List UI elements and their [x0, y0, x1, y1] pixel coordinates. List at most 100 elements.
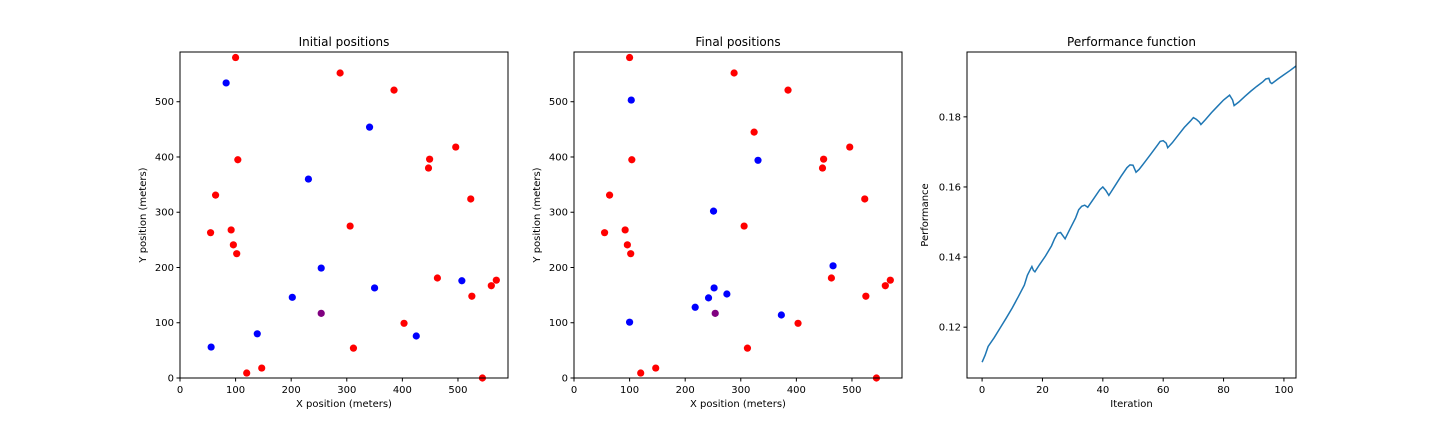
x-tick-label: 80: [1217, 385, 1230, 396]
x-tick-label: 200: [282, 385, 301, 396]
y-tick-label: 0.12: [939, 323, 961, 334]
scatter-point: [229, 241, 237, 249]
scatter-point: [625, 318, 634, 326]
x-tick-label: 300: [337, 385, 356, 396]
scatter-point: [628, 156, 636, 164]
x-tick-label: 20: [1036, 385, 1049, 396]
plot-frame: [966, 51, 1297, 379]
scatter-point: [211, 191, 220, 199]
y-tick-label: 200: [155, 263, 174, 274]
x-tick-label: 0: [177, 385, 183, 396]
scatter-point: [206, 229, 215, 237]
y-tick-label: 0.16: [939, 182, 961, 193]
scatter-point: [710, 284, 718, 292]
final-positions-chart: 0 100 200 300 400 500 0 100 200 300 400 500 Final po…: [532, 35, 903, 410]
x-axis-label: Iteration: [1110, 399, 1152, 410]
scatter-point: [365, 123, 374, 131]
scatter-point: [621, 226, 629, 234]
scatter-point: [317, 264, 325, 272]
performance-line: [981, 65, 1297, 363]
x-tick-label: 100: [226, 385, 245, 396]
y-tick-label: 100: [549, 318, 568, 329]
scatter-point: [467, 195, 475, 203]
x-tick-label: 400: [393, 385, 412, 396]
y-tick-label: 500: [549, 97, 568, 108]
scatter-point: [652, 364, 660, 372]
x-axis-label: X position (meters): [296, 399, 392, 410]
scatter-point: [243, 369, 251, 377]
scatter-point: [390, 86, 398, 94]
scatter-point: [304, 175, 313, 183]
scatter-point: [829, 262, 837, 270]
x-tick-label: 60: [1157, 385, 1170, 396]
scatter-point: [424, 164, 433, 172]
scatter-point: [754, 156, 762, 164]
scatter-point: [627, 96, 635, 104]
scatter-point: [222, 79, 230, 87]
scatter-point: [827, 274, 836, 282]
scatter-point: [861, 195, 869, 203]
scatter-point: [704, 294, 713, 302]
scatter-point: [234, 156, 242, 164]
scatter-point: [777, 311, 785, 319]
y-axis-label: Y position (meters): [138, 167, 149, 263]
chart-title: Initial positions: [299, 35, 390, 49]
scatter-point: [605, 191, 614, 199]
scatter-point: [207, 343, 215, 351]
scatter-point: [258, 364, 266, 372]
scatter-point: [492, 276, 500, 284]
scatter-point: [862, 292, 870, 300]
y-tick-label: 0.18: [939, 112, 961, 123]
x-tick-label: 400: [787, 385, 806, 396]
y-axis-label: Y position (meters): [532, 167, 543, 263]
scatter-point: [711, 309, 719, 317]
scatter-point: [253, 330, 261, 338]
x-tick-label: 500: [842, 385, 861, 396]
scatter-point: [637, 369, 645, 377]
x-tick-label: 100: [620, 385, 639, 396]
scatter-point: [600, 229, 609, 237]
y-tick-label: 100: [155, 318, 174, 329]
y-tick-label: 300: [155, 208, 174, 219]
scatter-point: [468, 292, 476, 300]
scatter-point: [317, 309, 325, 317]
chart-title: Performance function: [1067, 35, 1196, 49]
chart-title: Final positions: [695, 35, 780, 49]
y-tick-label: 0.14: [939, 253, 961, 264]
scatter-point: [818, 164, 827, 172]
scatter-point: [623, 241, 631, 249]
scatter-point: [750, 128, 758, 136]
performance-function-chart: 0 20 40 60 80 100 0.12 0.14 0.16 0.18 Performance …: [920, 35, 1297, 410]
scatter-point: [723, 290, 731, 298]
scatter-point: [233, 250, 241, 258]
scatter-point: [452, 143, 460, 151]
y-tick-label: 0: [562, 374, 568, 385]
x-tick-label: 40: [1096, 385, 1109, 396]
scatter-point: [709, 207, 718, 215]
y-tick-label: 400: [549, 152, 568, 163]
x-tick-label: 300: [731, 385, 750, 396]
y-tick-label: 500: [155, 97, 174, 108]
scatter-point: [794, 319, 802, 327]
x-tick-label: 100: [1274, 385, 1293, 396]
x-tick-label: 0: [979, 385, 985, 396]
scatter-point: [412, 332, 420, 340]
scatter-point: [743, 344, 752, 352]
scatter-point: [691, 303, 699, 311]
scatter-point: [346, 222, 354, 230]
scatter-point: [400, 319, 408, 327]
y-tick-label: 200: [549, 263, 568, 274]
scatter-point: [881, 282, 889, 290]
scatter-point: [730, 69, 738, 77]
scatter-point: [487, 282, 495, 290]
scatter-point: [231, 53, 240, 62]
scatter-point: [370, 284, 379, 292]
scatter-point: [820, 155, 828, 163]
scatter-point: [336, 69, 344, 77]
scatter-point: [625, 53, 634, 62]
y-tick-label: 0: [168, 374, 174, 385]
scatter-point: [288, 293, 296, 301]
scatter-point: [886, 276, 894, 284]
scatter-point: [784, 86, 792, 94]
